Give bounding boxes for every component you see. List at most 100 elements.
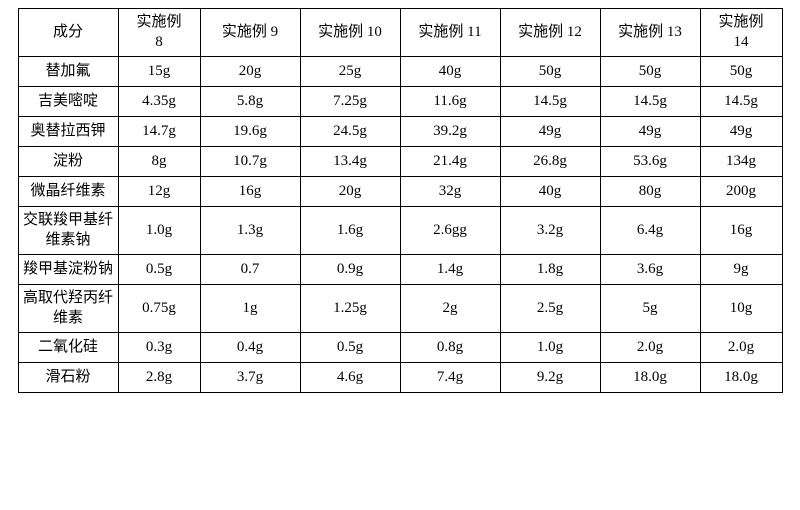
table-cell: 10.7g — [200, 147, 300, 177]
table-cell: 32g — [400, 177, 500, 207]
table-cell: 微晶纤维素 — [18, 177, 118, 207]
table-cell: 24.5g — [300, 117, 400, 147]
table-cell: 39.2g — [400, 117, 500, 147]
table-cell: 0.9g — [300, 255, 400, 285]
table-cell: 9g — [700, 255, 782, 285]
table-cell: 10g — [700, 285, 782, 333]
table-row: 微晶纤维素12g16g20g32g40g80g200g — [18, 177, 782, 207]
table-cell: 0.7 — [200, 255, 300, 285]
table-cell: 50g — [500, 57, 600, 87]
table-cell: 1.0g — [118, 207, 200, 255]
table-cell: 1.4g — [400, 255, 500, 285]
table-cell: 14.7g — [118, 117, 200, 147]
table-cell: 8g — [118, 147, 200, 177]
table-cell: 14.5g — [700, 87, 782, 117]
table-cell: 替加氟 — [18, 57, 118, 87]
table-cell: 1.3g — [200, 207, 300, 255]
composition-table: 成分 实施例8 实施例 9 实施例 10 实施例 11 实施例 12 实施例 1… — [18, 8, 783, 393]
table-cell: 49g — [600, 117, 700, 147]
col-header: 实施例 10 — [300, 9, 400, 57]
table-cell: 0.5g — [118, 255, 200, 285]
table-cell: 16g — [700, 207, 782, 255]
table-cell: 淀粉 — [18, 147, 118, 177]
table-cell: 18.0g — [700, 363, 782, 393]
table-cell: 吉美嘧啶 — [18, 87, 118, 117]
table-cell: 15g — [118, 57, 200, 87]
table-cell: 7.25g — [300, 87, 400, 117]
table-cell: 3.7g — [200, 363, 300, 393]
table-cell: 2.6gg — [400, 207, 500, 255]
table-cell: 1.0g — [500, 333, 600, 363]
table-cell: 40g — [500, 177, 600, 207]
table-cell: 50g — [700, 57, 782, 87]
table-cell: 16g — [200, 177, 300, 207]
table-row: 滑石粉2.8g3.7g4.6g7.4g9.2g18.0g18.0g — [18, 363, 782, 393]
table-cell: 14.5g — [600, 87, 700, 117]
table-cell: 6.4g — [600, 207, 700, 255]
table-cell: 20g — [300, 177, 400, 207]
table-cell: 26.8g — [500, 147, 600, 177]
table-cell: 1g — [200, 285, 300, 333]
table-cell: 0.8g — [400, 333, 500, 363]
table-cell: 4.35g — [118, 87, 200, 117]
table-cell: 0.3g — [118, 333, 200, 363]
table-cell: 40g — [400, 57, 500, 87]
table-cell: 2.8g — [118, 363, 200, 393]
table-row: 淀粉8g10.7g13.4g21.4g26.8g53.6g134g — [18, 147, 782, 177]
table-cell: 49g — [700, 117, 782, 147]
table-cell: 14.5g — [500, 87, 600, 117]
table-cell: 0.75g — [118, 285, 200, 333]
col-header: 实施例8 — [118, 9, 200, 57]
table-cell: 交联羧甲基纤维素钠 — [18, 207, 118, 255]
table-cell: 12g — [118, 177, 200, 207]
table-cell: 13.4g — [300, 147, 400, 177]
table-cell: 1.6g — [300, 207, 400, 255]
table-cell: 80g — [600, 177, 700, 207]
table-cell: 53.6g — [600, 147, 700, 177]
table-cell: 9.2g — [500, 363, 600, 393]
table-cell: 2g — [400, 285, 500, 333]
col-header: 实施例 9 — [200, 9, 300, 57]
table-cell: 50g — [600, 57, 700, 87]
table-cell: 200g — [700, 177, 782, 207]
table-cell: 3.6g — [600, 255, 700, 285]
table-row: 羧甲基淀粉钠0.5g0.70.9g1.4g1.8g3.6g9g — [18, 255, 782, 285]
table-header-row: 成分 实施例8 实施例 9 实施例 10 实施例 11 实施例 12 实施例 1… — [18, 9, 782, 57]
table-cell: 7.4g — [400, 363, 500, 393]
table-cell: 3.2g — [500, 207, 600, 255]
table-cell: 21.4g — [400, 147, 500, 177]
table-cell: 20g — [200, 57, 300, 87]
table-cell: 1.25g — [300, 285, 400, 333]
table-cell: 5g — [600, 285, 700, 333]
table-cell: 19.6g — [200, 117, 300, 147]
table-cell: 11.6g — [400, 87, 500, 117]
col-header: 实施例 11 — [400, 9, 500, 57]
table-cell: 奥替拉西钾 — [18, 117, 118, 147]
col-header: 实施例 13 — [600, 9, 700, 57]
table-cell: 高取代羟丙纤维素 — [18, 285, 118, 333]
table-cell: 2.0g — [600, 333, 700, 363]
col-header: 成分 — [18, 9, 118, 57]
table-row: 奥替拉西钾14.7g19.6g24.5g39.2g49g49g49g — [18, 117, 782, 147]
col-header: 实施例 12 — [500, 9, 600, 57]
table-cell: 4.6g — [300, 363, 400, 393]
table-cell: 0.4g — [200, 333, 300, 363]
col-header: 实施例14 — [700, 9, 782, 57]
table-row: 高取代羟丙纤维素0.75g1g1.25g2g2.5g5g10g — [18, 285, 782, 333]
table-cell: 羧甲基淀粉钠 — [18, 255, 118, 285]
table-cell: 5.8g — [200, 87, 300, 117]
table-row: 交联羧甲基纤维素钠1.0g1.3g1.6g2.6gg3.2g6.4g16g — [18, 207, 782, 255]
table-cell: 25g — [300, 57, 400, 87]
table-cell: 滑石粉 — [18, 363, 118, 393]
table-row: 吉美嘧啶4.35g5.8g7.25g11.6g14.5g14.5g14.5g — [18, 87, 782, 117]
table-cell: 2.0g — [700, 333, 782, 363]
table-cell: 1.8g — [500, 255, 600, 285]
table-row: 替加氟15g20g25g40g50g50g50g — [18, 57, 782, 87]
table-cell: 0.5g — [300, 333, 400, 363]
table-cell: 18.0g — [600, 363, 700, 393]
table-cell: 49g — [500, 117, 600, 147]
table-row: 二氧化硅0.3g0.4g0.5g0.8g1.0g2.0g2.0g — [18, 333, 782, 363]
table-cell: 2.5g — [500, 285, 600, 333]
table-cell: 134g — [700, 147, 782, 177]
table-cell: 二氧化硅 — [18, 333, 118, 363]
